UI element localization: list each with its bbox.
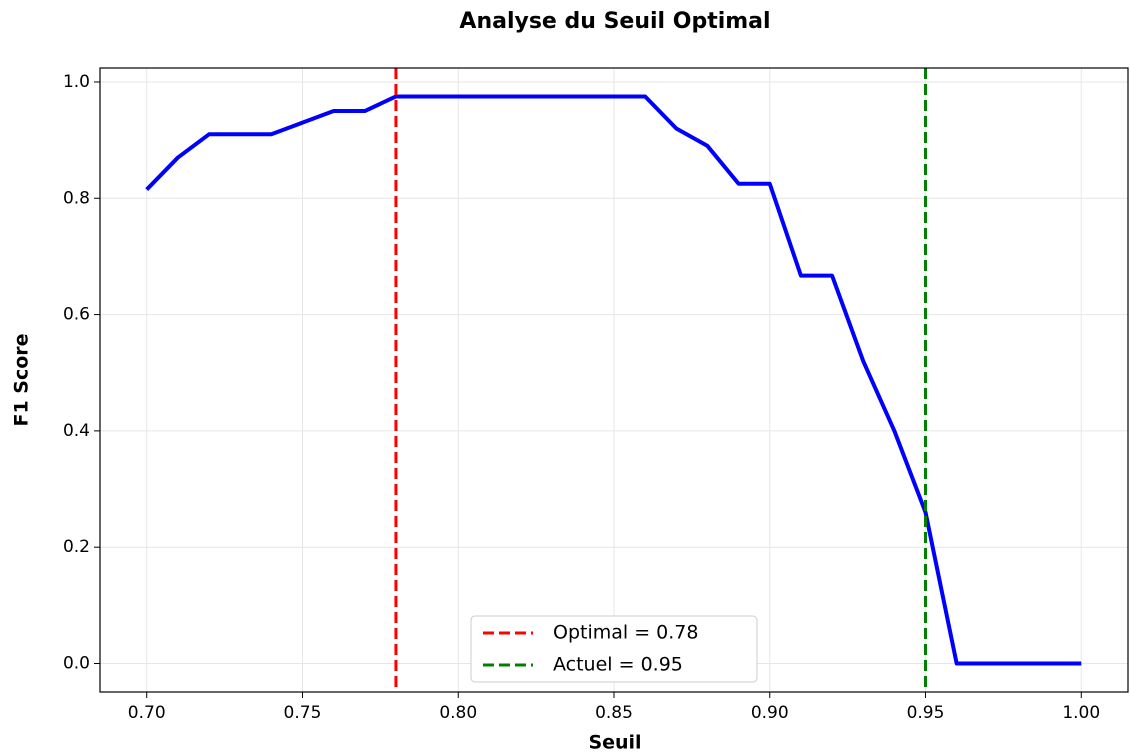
legend-label: Optimal = 0.78 — [553, 622, 698, 644]
x-tick-label: 0.95 — [907, 703, 945, 723]
y-tick-label: 0.4 — [63, 421, 90, 441]
x-tick-label: 0.85 — [595, 703, 633, 723]
x-tick-label: 0.90 — [751, 703, 789, 723]
x-tick-label: 0.80 — [439, 703, 477, 723]
plot-frame — [99, 67, 1129, 693]
y-tick-label: 0.2 — [63, 537, 90, 557]
x-axis-label: Seuil — [588, 732, 641, 754]
y-axis-label: F1 Score — [11, 333, 33, 426]
x-tick-label: 1.00 — [1062, 703, 1100, 723]
chart-title: Analyse du Seuil Optimal — [459, 9, 770, 34]
y-tick-label: 0.0 — [63, 654, 90, 674]
y-tick-label: 0.8 — [63, 188, 90, 208]
line-series — [145, 94, 1082, 666]
y-tick-label: 1.0 — [63, 72, 90, 92]
x-tick-label: 0.70 — [128, 703, 166, 723]
legend: Optimal = 0.78 Actuel = 0.95 — [470, 615, 758, 683]
x-tick-label: 0.75 — [284, 703, 322, 723]
legend-label: Actuel = 0.95 — [553, 654, 683, 676]
y-tick-label: 0.6 — [63, 305, 90, 325]
legend-box — [470, 615, 758, 683]
